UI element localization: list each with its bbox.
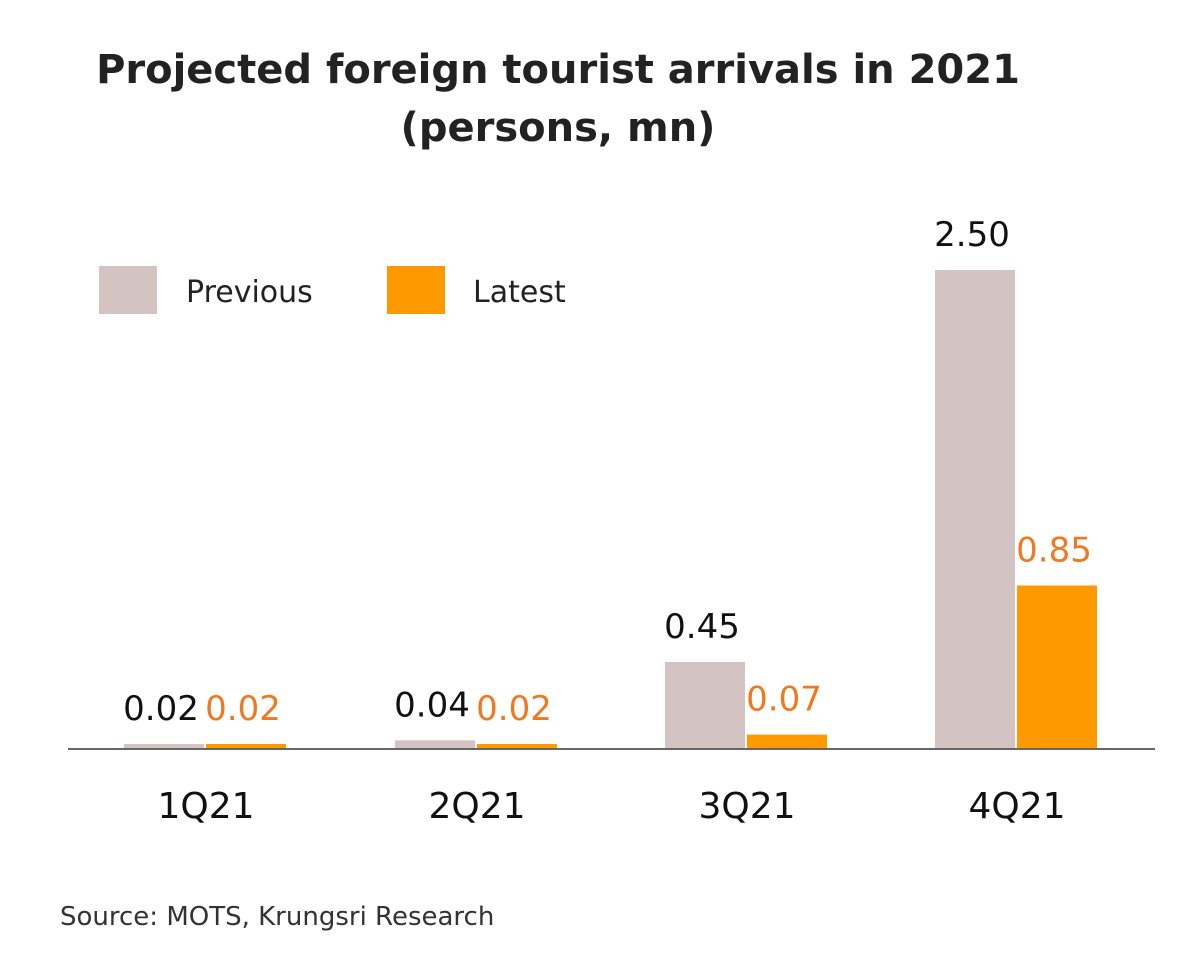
legend-swatch-previous (99, 266, 157, 314)
bar-latest-4q21 (1017, 585, 1097, 748)
source-note: Source: MOTS, Krungsri Research (60, 902, 495, 932)
bar-latest-1q21 (206, 744, 286, 748)
data-label-latest-4q21: 0.85 (1016, 530, 1092, 570)
bar-previous-1q21 (124, 744, 204, 748)
x-tick-label-1q21: 1Q21 (157, 786, 254, 827)
x-tick-label-3q21: 3Q21 (698, 786, 795, 827)
legend-swatch-latest (387, 266, 445, 314)
x-tick-label-2q21: 2Q21 (428, 786, 525, 827)
data-label-latest-2q21: 0.02 (476, 689, 552, 729)
data-label-previous-1q21: 0.02 (123, 689, 199, 729)
bar-latest-3q21 (747, 734, 827, 748)
data-label-previous-2q21: 0.04 (394, 685, 470, 725)
bar-previous-3q21 (665, 661, 745, 748)
bar-previous-4q21 (935, 270, 1015, 748)
bar-latest-2q21 (477, 744, 557, 748)
data-label-latest-3q21: 0.07 (746, 680, 822, 720)
x-tick-label-4q21: 4Q21 (968, 786, 1065, 827)
chart-subtitle: (persons, mn) (400, 105, 716, 151)
legend-label-previous: Previous (186, 275, 313, 310)
legend-label-latest: Latest (473, 275, 566, 310)
data-label-previous-3q21: 0.45 (664, 607, 740, 647)
bar-previous-2q21 (395, 740, 475, 748)
chart-title: Projected foreign tourist arrivals in 20… (96, 47, 1020, 93)
data-label-previous-4q21: 2.50 (934, 215, 1010, 255)
data-label-latest-1q21: 0.02 (205, 689, 281, 729)
